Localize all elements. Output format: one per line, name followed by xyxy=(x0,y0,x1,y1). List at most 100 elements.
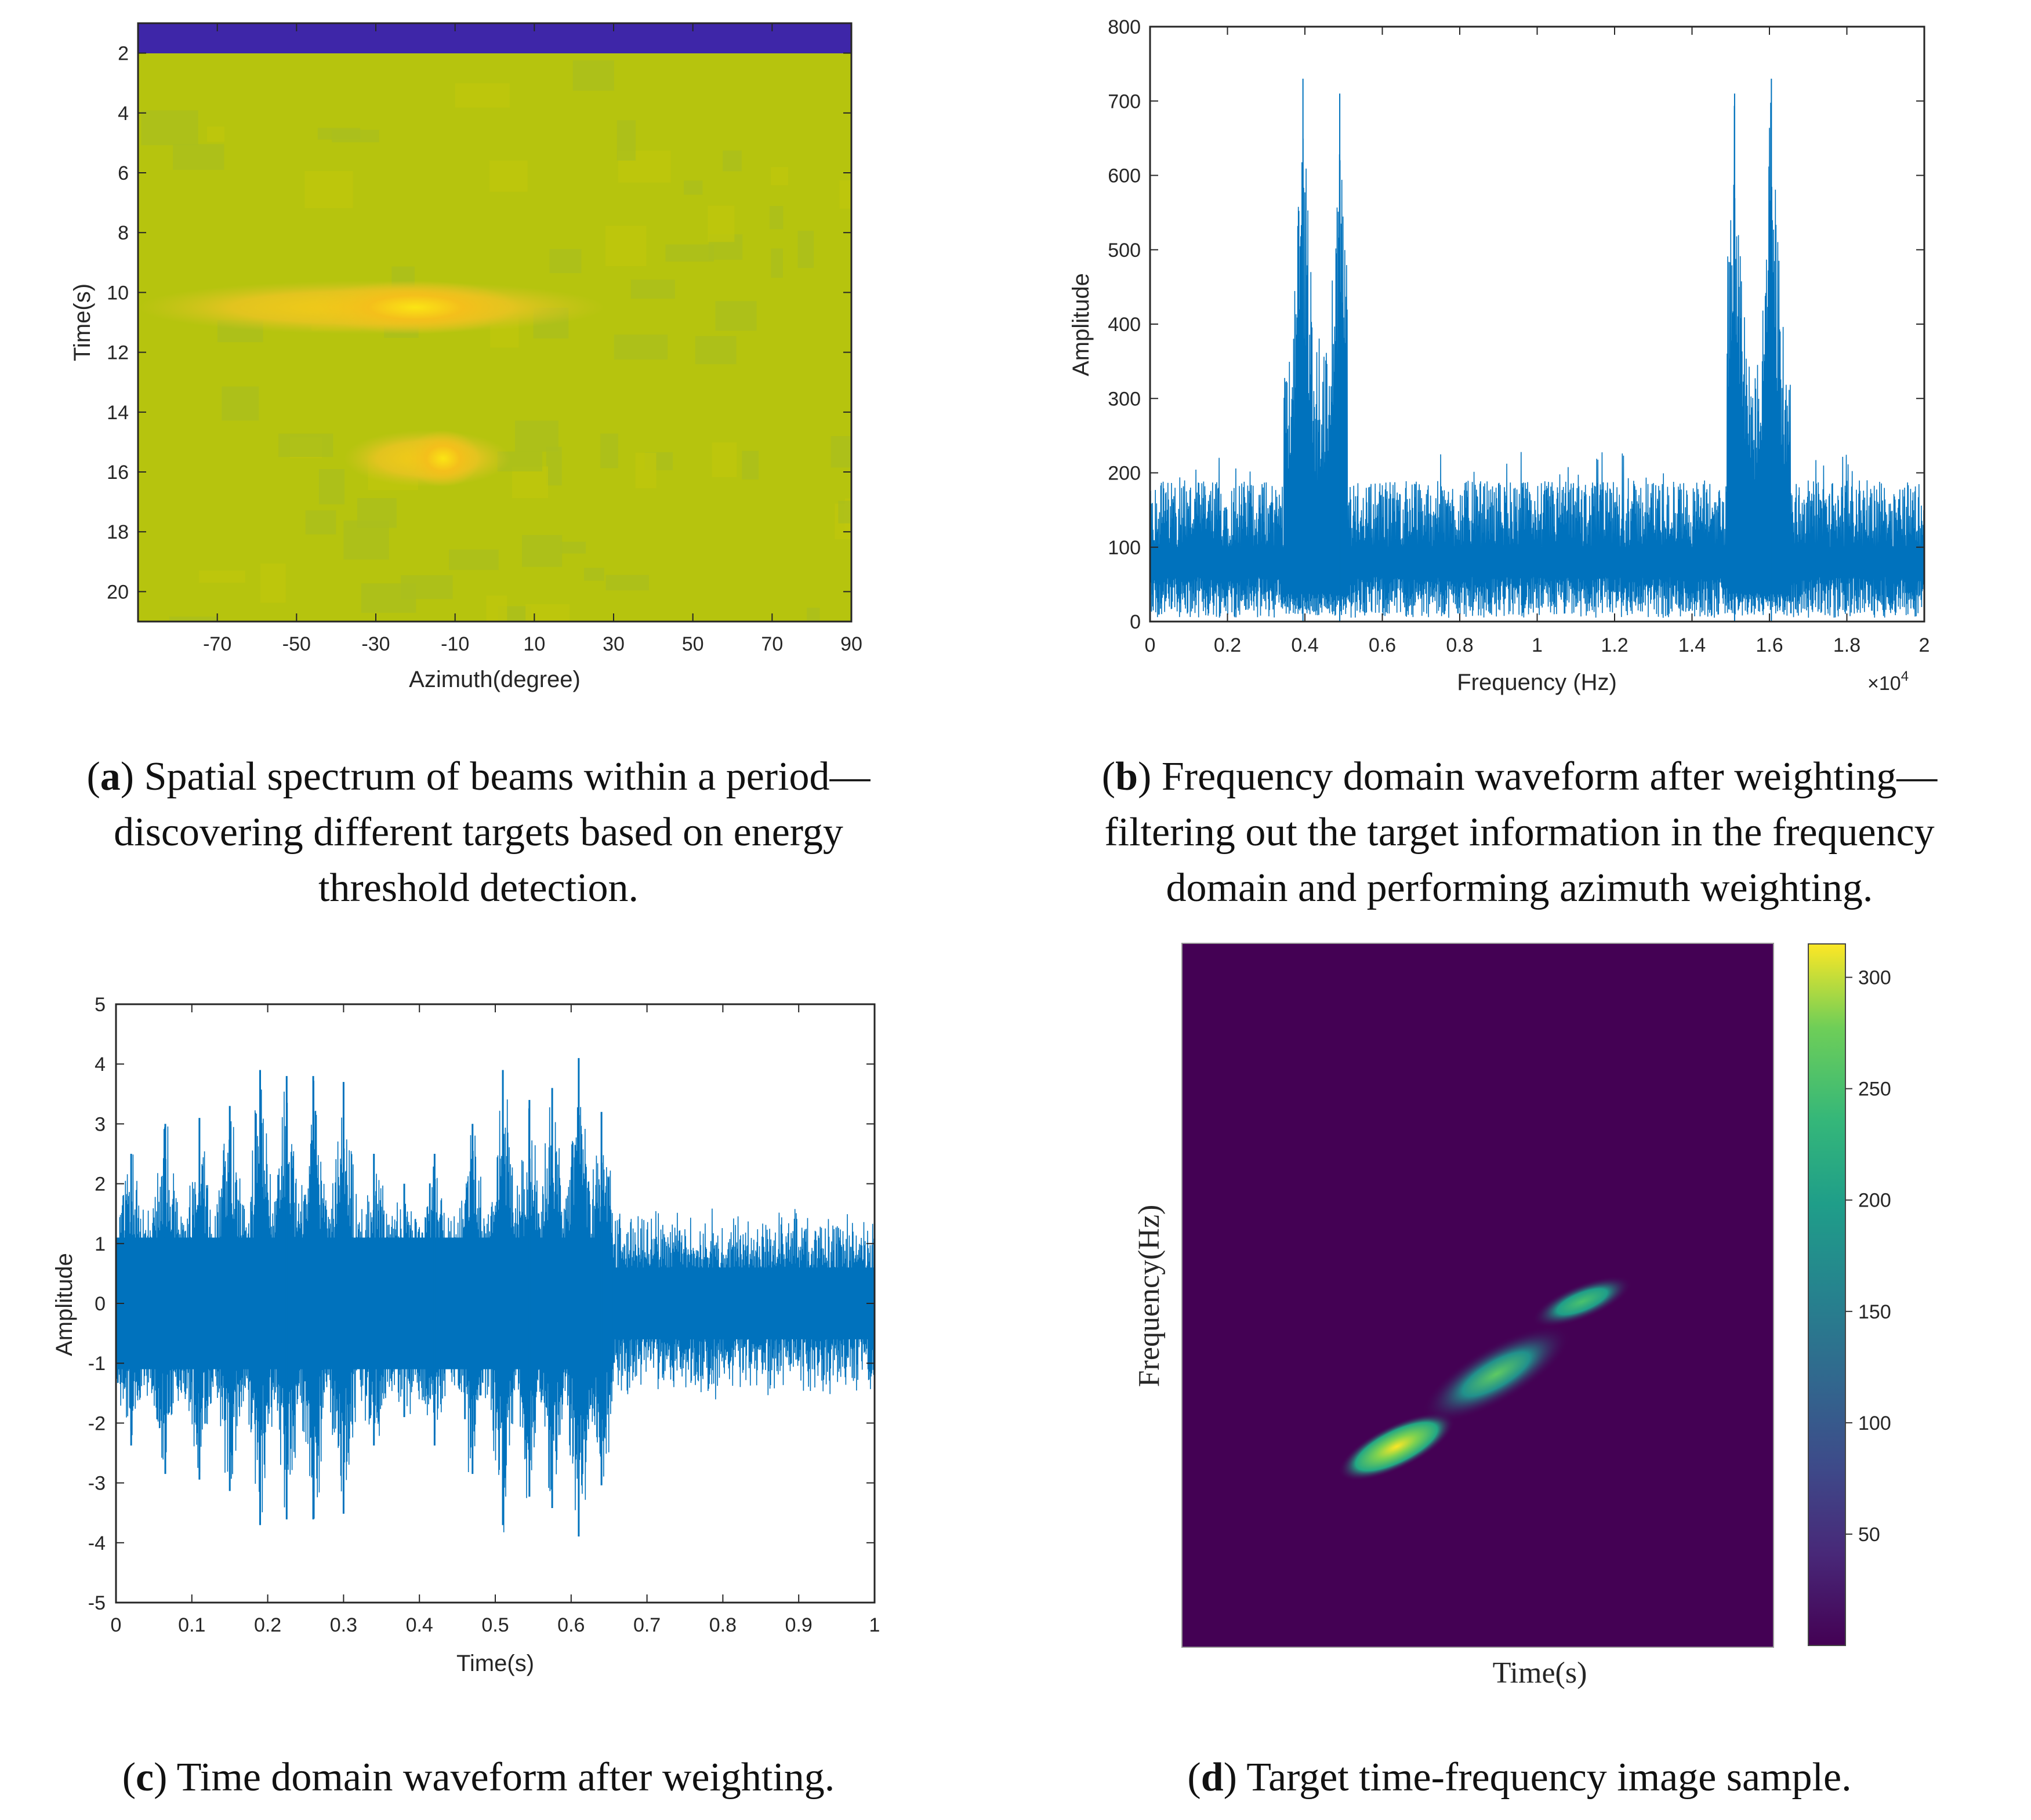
heatmap-noise-patch xyxy=(695,336,737,365)
heatmap-noise-patch xyxy=(525,604,570,622)
panel-c-time-waveform: 0 0.1 0.2 0.3 0.4 0.5 0.6 0.7 0.8 0.9 1 -5 -4 -3 -2 -1… xyxy=(52,994,880,1676)
x-tick-label: -10 xyxy=(441,633,469,655)
heatmap-noise-patch xyxy=(635,452,657,489)
x-axis-label: Azimuth(degree) xyxy=(409,667,581,692)
heatmap-noise-patch xyxy=(830,436,851,468)
heatmap-noise-patch xyxy=(343,520,389,560)
x-tick-label: 0.7 xyxy=(633,1614,661,1636)
panel-a-spatial-spectrum: -70 -50 -30 -10 10 30 50 70 90 2468101214161820 … xyxy=(70,22,862,692)
x-tick-label: 0.6 xyxy=(1369,634,1396,656)
heatmap-noise-patch xyxy=(305,510,336,535)
colorbar-ticks: 50 100 150 200 250 300 xyxy=(1845,967,1891,1546)
y-tick-label: 2 xyxy=(95,1174,106,1196)
caption-a-label: a xyxy=(100,754,121,799)
colorbar-tick-label: 250 xyxy=(1858,1078,1891,1100)
heatmap-noise-patch xyxy=(489,160,528,192)
x-axis-ticks: 0 0.1 0.2 0.3 0.4 0.5 0.6 0.7 0.8 0.9 1 xyxy=(111,1004,880,1636)
x-tick-label: 0.8 xyxy=(1446,634,1473,656)
y-tick-label: 800 xyxy=(1108,16,1141,38)
x-tick-label: 0.4 xyxy=(406,1614,433,1636)
y-tick-label: 200 xyxy=(1108,463,1141,485)
x-tick-label: 0.8 xyxy=(709,1614,737,1636)
y-axis-label: Amplitude xyxy=(1068,273,1094,376)
heatmap-noise-patch xyxy=(712,442,737,477)
heatmap-noise-patch xyxy=(222,386,259,421)
plot-frame xyxy=(137,22,853,623)
y-tick-label: 400 xyxy=(1108,314,1141,336)
heatmap-noise-patch xyxy=(318,468,345,504)
frequency-series xyxy=(1150,78,1924,622)
x-axis-ticks: 0 0.2 0.4 0.6 0.8 1 1.2 1.4 1.6 1.8 2 xyxy=(1145,27,1930,656)
y-axis-ticks: -5 -4 -3 -2 -1 0 1 2 3 4 5 xyxy=(88,994,875,1614)
y-tick-label: -3 xyxy=(88,1473,106,1495)
y-tick-label: 100 xyxy=(1108,537,1141,559)
frequency-spectrum-line xyxy=(1150,103,1924,618)
x-tick-label: 10 xyxy=(523,633,545,655)
heatmap-noise-patch xyxy=(771,167,789,186)
time-series xyxy=(116,1058,875,1536)
heatmap-noise-patch xyxy=(771,248,783,278)
x-tick-label: 1.4 xyxy=(1678,634,1706,656)
y-tick-label: 10 xyxy=(107,282,129,304)
y-tick-label: 12 xyxy=(107,342,129,364)
heatmap-noise-patch xyxy=(630,279,675,299)
heatmap-noise-patch xyxy=(546,446,562,486)
x-tick-label: 1.2 xyxy=(1601,634,1628,656)
y-tick-label: -4 xyxy=(88,1532,106,1554)
caption-d-line-1: ) Target time-frequency image sample. xyxy=(1224,1755,1852,1800)
target-peak-1 xyxy=(310,280,521,335)
y-tick-label: 5 xyxy=(95,994,106,1016)
heatmap-noise-patch xyxy=(600,433,618,468)
x-tick-label: 0 xyxy=(1145,634,1156,656)
heatmap-noise-patch xyxy=(141,110,198,146)
y-axis-label: Frequency(Hz) xyxy=(1133,1205,1166,1387)
caption-a: (a) Spatial spectrum of beams within a p… xyxy=(86,754,871,910)
heatmap-noise-patch xyxy=(684,180,703,195)
x-tick-label: 0 xyxy=(111,1614,122,1636)
colorbar-tick-label: 150 xyxy=(1858,1301,1891,1323)
heatmap-noise-patch xyxy=(522,535,563,567)
heatmap-noise-patch xyxy=(665,244,714,262)
y-tick-label: 0 xyxy=(95,1293,106,1315)
x-tick-label: 0.3 xyxy=(330,1614,357,1636)
heatmap-noise-patch xyxy=(332,129,379,143)
y-axis-label: Time(s) xyxy=(70,284,95,361)
x-tick-label: 1 xyxy=(869,1614,880,1636)
x-tick-label: 1.6 xyxy=(1756,634,1783,656)
heatmap-noise-patch xyxy=(770,206,784,230)
x-tick-label: 0.2 xyxy=(1214,634,1241,656)
y-tick-label: 8 xyxy=(118,222,129,244)
x-tick-label: 70 xyxy=(761,633,783,655)
y-tick-label: 4 xyxy=(95,1054,106,1076)
y-tick-label: 4 xyxy=(118,103,129,125)
y-tick-label: 16 xyxy=(107,462,129,484)
heatmap-noise-patch xyxy=(605,226,647,267)
heatmap-noise-patch xyxy=(199,570,245,583)
x-axis-ticks: -70 -50 -30 -10 10 30 50 70 90 xyxy=(203,23,862,655)
waveform-core-tail xyxy=(612,1267,875,1339)
heatmap-noise-patch xyxy=(361,583,416,613)
y-tick-label: 2 xyxy=(118,43,129,65)
heatmap-noise-patch xyxy=(583,568,604,581)
x-tick-label: -30 xyxy=(361,633,390,655)
caption-c-line-1: ) Time domain waveform after weighting. xyxy=(154,1755,835,1800)
svg-text:(c) Time domain waveform after: (c) Time domain waveform after weighting… xyxy=(122,1755,835,1800)
time-waveform-line xyxy=(116,1081,875,1532)
heatmap-top-band xyxy=(138,23,851,53)
heatmap-noise-patch xyxy=(797,230,814,268)
y-tick-label: 18 xyxy=(107,521,129,543)
x-tick-label: 0.1 xyxy=(178,1614,205,1636)
heatmap-noise-patch xyxy=(560,542,586,554)
heatmap-noise-patch xyxy=(260,563,286,603)
x-tick-label: 2 xyxy=(1919,634,1930,656)
x-axis-label: Time(s) xyxy=(456,1651,534,1676)
y-tick-label: 20 xyxy=(107,581,129,603)
colorbar xyxy=(1808,943,1846,1646)
y-tick-label: 1 xyxy=(95,1233,106,1255)
heatmap-noise-patch xyxy=(616,120,636,161)
x-tick-label: 0.9 xyxy=(785,1614,813,1636)
heatmap-noise-patch xyxy=(742,451,759,480)
heatmap-noise-patch xyxy=(838,500,851,524)
x-tick-label: 0.2 xyxy=(254,1614,281,1636)
heatmap-noise-patch xyxy=(169,616,218,622)
